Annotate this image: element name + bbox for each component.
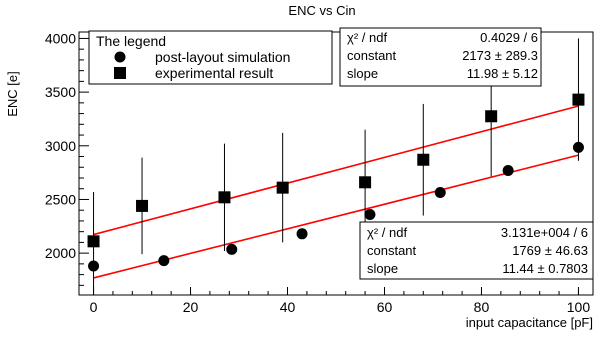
stats-value-chi2: 3.131e+004 / 6 <box>501 225 588 240</box>
data-point-experimental <box>87 235 100 248</box>
stats-label-constant: constant <box>347 48 397 63</box>
x-tick-label: 20 <box>183 299 199 315</box>
stats-label-slope: slope <box>347 66 378 81</box>
stats-value-slope: 11.44 ± 0.7803 <box>502 261 588 276</box>
data-point-simulation <box>572 141 584 153</box>
data-markers <box>87 93 585 272</box>
data-point-experimental <box>359 176 372 189</box>
axis-ticks: 0 20 40 60 80 100 2000 2500 3000 3500 4000 <box>45 30 591 315</box>
stats-value-constant: 1769 ± 46.63 <box>512 243 588 258</box>
x-tick-label: 80 <box>474 299 490 315</box>
chart-title: ENC vs Cin <box>288 3 355 18</box>
stats-label-slope: slope <box>367 261 398 276</box>
stats-value-constant: 2173 ± 289.3 <box>462 48 538 63</box>
data-point-simulation <box>502 164 514 176</box>
fit-line <box>93 154 579 279</box>
stats-box-frame <box>359 221 594 280</box>
stats-value-slope: 11.98 ± 5.12 <box>467 66 538 81</box>
x-axis-label: input capacitance [pF] <box>466 315 593 330</box>
data-point-experimental <box>572 93 585 106</box>
y-tick-label: 4000 <box>45 30 76 46</box>
x-tick-label: 0 <box>90 299 98 315</box>
data-point-experimental <box>218 191 231 204</box>
legend-marker-circle <box>114 51 126 63</box>
legend-box <box>88 30 333 85</box>
data-point-experimental <box>276 181 289 194</box>
stats-value-chi2: 0.4029 / 6 <box>480 30 538 45</box>
stats-box-simulation: χ² / ndf 3.131e+004 / 6 constant 1769 ± … <box>359 221 594 280</box>
y-tick-label: 3000 <box>45 138 76 154</box>
legend: The legend post-layout simulation experi… <box>88 30 333 85</box>
x-tick-label: 40 <box>280 299 296 315</box>
data-point-simulation <box>226 243 238 255</box>
y-axis-label: ENC [e] <box>5 71 20 117</box>
y-tick-label: 2000 <box>45 245 76 261</box>
legend-entry-experimental: experimental result <box>155 65 273 81</box>
stats-label-constant: constant <box>367 243 417 258</box>
x-tick-label: 60 <box>377 299 393 315</box>
data-point-simulation <box>364 208 376 220</box>
legend-entry-simulation: post-layout simulation <box>155 49 290 65</box>
data-point-simulation <box>88 260 100 272</box>
x-tick-label: 100 <box>567 299 591 315</box>
stats-box-experimental: χ² / ndf 0.4029 / 6 constant 2173 ± 289.… <box>339 27 542 87</box>
data-point-experimental <box>136 199 149 212</box>
stats-label-chi2: χ² / ndf <box>347 30 387 45</box>
y-tick-label: 3500 <box>45 84 76 100</box>
legend-marker-square <box>114 67 126 79</box>
data-point-experimental <box>485 110 498 123</box>
fit-lines <box>93 105 579 279</box>
data-point-simulation <box>434 186 446 198</box>
stats-label-chi2: χ² / ndf <box>367 225 407 240</box>
y-tick-label: 2500 <box>45 191 76 207</box>
data-point-simulation <box>296 228 308 240</box>
stats-box-frame <box>339 27 542 87</box>
plot-frame <box>78 31 594 296</box>
legend-title: The legend <box>96 33 166 49</box>
data-point-experimental <box>417 153 430 166</box>
data-point-simulation <box>158 255 170 267</box>
fit-line <box>93 105 579 236</box>
